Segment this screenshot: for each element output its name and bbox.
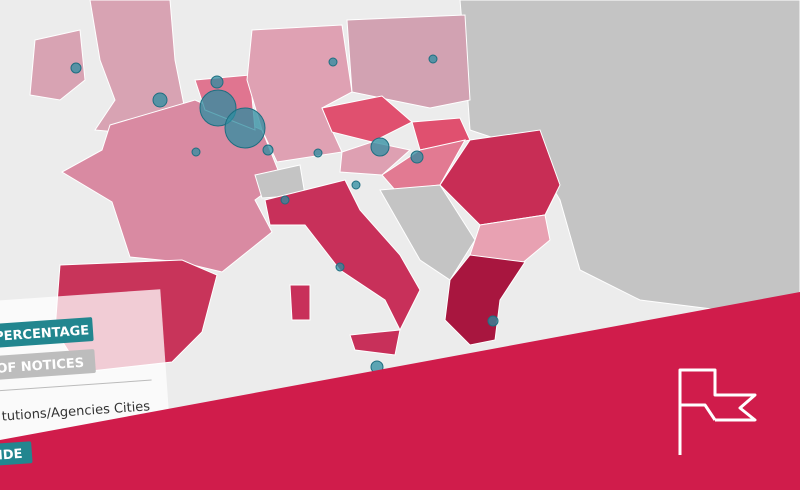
city-marker [199,89,237,127]
flag-icon [678,368,757,455]
city-marker [487,315,499,327]
city-marker [313,148,323,158]
button-label: PERCENTAGE [0,323,90,345]
city-marker [191,147,201,157]
bulgaria [469,214,551,266]
city-marker [262,144,274,156]
flag-outline [678,368,757,455]
city-marker [210,75,224,89]
city-markers [70,54,499,374]
east-region [459,0,800,311]
button-label: IDE [0,447,23,464]
city-marker [351,180,361,190]
bottom-button[interactable] [0,441,33,466]
ireland [29,29,86,101]
divider [0,379,152,392]
city-marker [328,57,338,67]
city-marker [410,150,424,164]
city-marker [335,262,345,272]
city-marker [280,195,290,205]
sardinia [289,284,311,321]
city-marker [70,62,82,74]
percentage-button[interactable] [0,317,94,349]
notices-button[interactable] [0,349,96,381]
city-marker [224,107,266,149]
czechia [321,95,413,143]
sicily [349,329,401,356]
city-marker [428,54,438,64]
balkans [379,184,476,281]
austria [339,141,412,176]
flag-fold [680,403,717,421]
banner [0,292,800,490]
button-label: OF NOTICES [0,356,85,377]
poland [346,14,471,109]
city-marker [370,137,390,157]
city-marker [152,92,168,108]
bottom-button-group: IDE [0,441,33,466]
